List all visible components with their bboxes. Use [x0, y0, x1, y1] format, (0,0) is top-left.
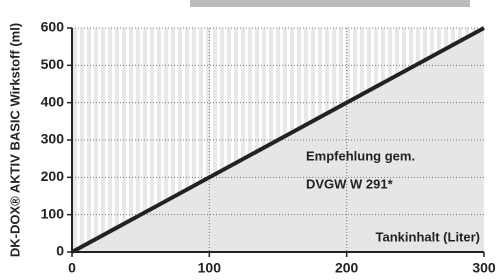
x-tick-label: 100: [198, 260, 222, 276]
y-tick-label: 400: [41, 93, 65, 109]
x-axis-label: Tankinhalt (Liter): [376, 229, 480, 244]
annotation: Empfehlung gem.: [306, 148, 415, 163]
annotation: DVGW W 291*: [306, 176, 394, 191]
y-tick-label: 100: [41, 205, 65, 221]
x-tick-label: 300: [472, 260, 496, 276]
y-tick-label: 500: [41, 56, 65, 72]
y-tick-label: 0: [56, 243, 64, 259]
cropped-photo-edge: [190, 0, 470, 7]
chart: DK-DOX® AKTIV BASIC Wirkstoff (ml) 0 100 2…: [0, 0, 501, 280]
y-tick-label: 600: [41, 19, 65, 35]
y-tick-label: 200: [41, 168, 65, 184]
x-tick-label: 0: [68, 260, 76, 276]
x-tick-label: 200: [335, 260, 359, 276]
y-axis-label: DK-DOX® AKTIV BASIC Wirkstoff (ml): [7, 23, 22, 257]
y-tick-label: 300: [41, 131, 65, 147]
